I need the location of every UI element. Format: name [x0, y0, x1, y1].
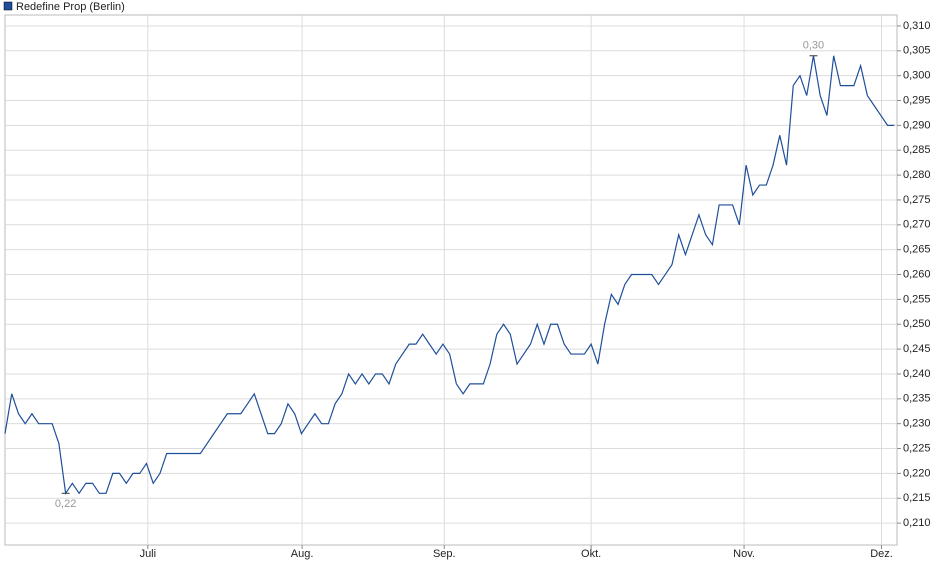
y-tick-label: 0,245 — [903, 343, 931, 355]
y-tick-label: 0,300 — [903, 70, 931, 82]
x-tick-label: Okt. — [581, 548, 601, 560]
y-tick-label: 0,280 — [903, 169, 931, 181]
y-tick-label: 0,240 — [903, 368, 931, 380]
y-tick-label: 0,255 — [903, 293, 931, 305]
x-tick-label: Nov. — [733, 548, 755, 560]
annotation-label: 0,22 — [55, 498, 76, 510]
y-tick-label: 0,225 — [903, 442, 931, 454]
y-tick-label: 0,220 — [903, 467, 931, 479]
y-tick-label: 0,210 — [903, 517, 931, 529]
plot-area — [4, 14, 898, 546]
legend-label: Redefine Prop (Berlin) — [16, 1, 125, 13]
x-tick-label: Juli — [140, 548, 157, 560]
y-tick-label: 0,260 — [903, 268, 931, 280]
y-tick-label: 0,250 — [903, 318, 931, 330]
y-tick-label: 0,265 — [903, 244, 931, 256]
y-tick-label: 0,305 — [903, 45, 931, 57]
y-tick-label: 0,285 — [903, 144, 931, 156]
x-tick-label: Aug. — [291, 548, 314, 560]
y-tick-label: 0,215 — [903, 492, 931, 504]
y-tick-label: 0,275 — [903, 194, 931, 206]
y-tick-label: 0,290 — [903, 119, 931, 131]
y-tick-label: 0,270 — [903, 219, 931, 231]
y-tick-label: 0,235 — [903, 393, 931, 405]
price-line — [4, 55, 895, 495]
annotation-label: 0,30 — [803, 40, 824, 52]
y-tick-label: 0,295 — [903, 94, 931, 106]
y-tick-label: 0,230 — [903, 418, 931, 430]
y-tick-label: 0,310 — [903, 20, 931, 32]
x-tick-label: Dez. — [870, 548, 893, 560]
legend-swatch — [3, 1, 13, 11]
x-tick-label: Sep. — [433, 548, 456, 560]
